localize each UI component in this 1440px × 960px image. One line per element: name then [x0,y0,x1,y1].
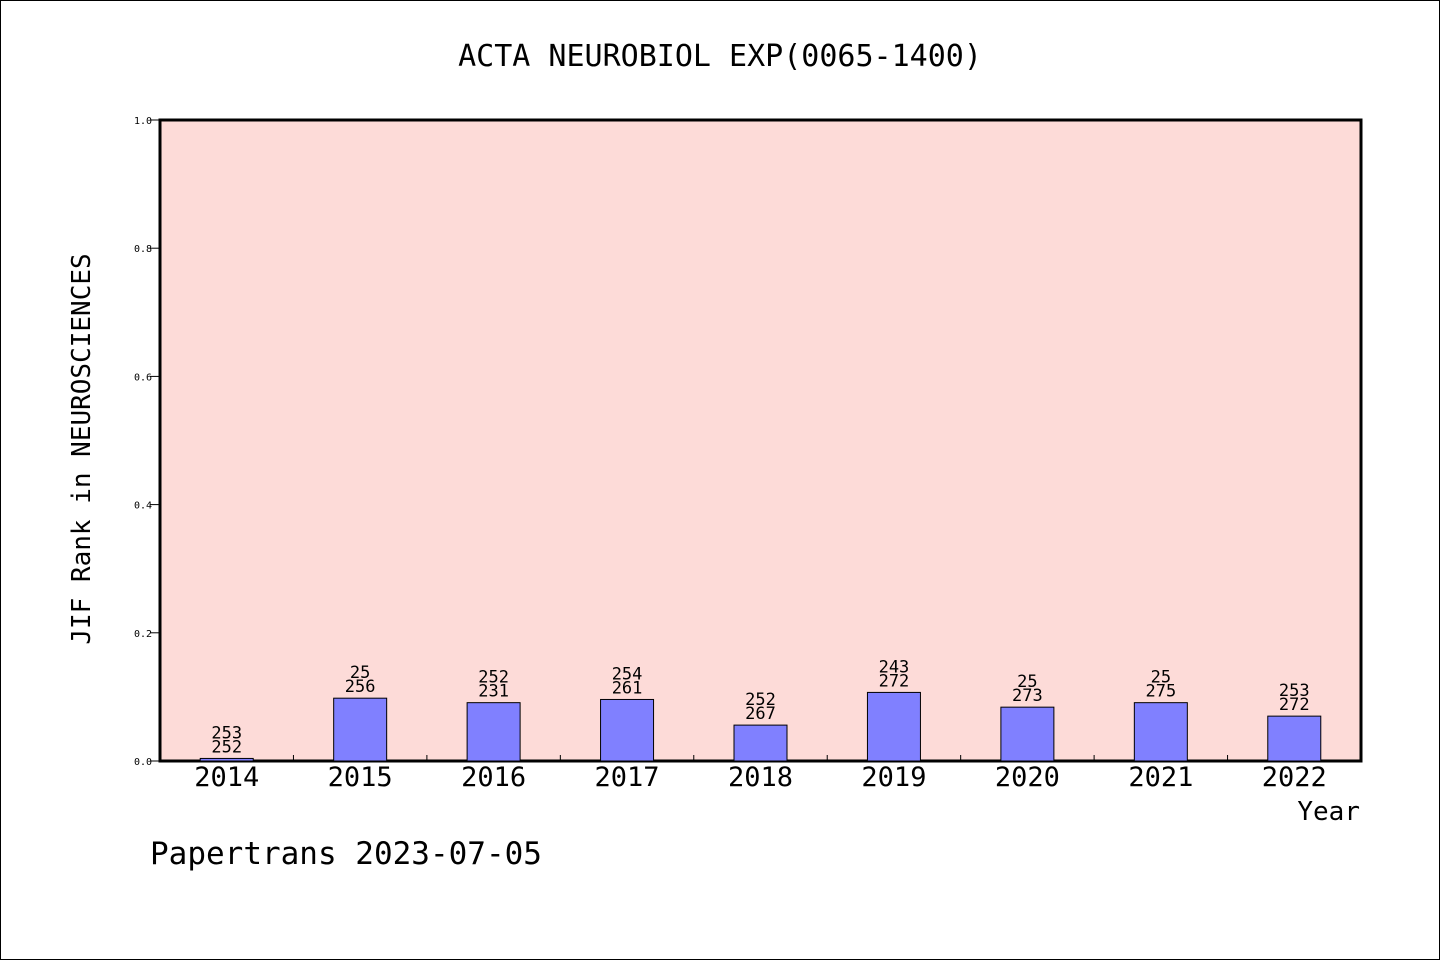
x-tick-label: 2022 [1262,762,1327,793]
y-axis: 0.0 0.2 0.4 0.6 0.8 1.0 [134,116,160,768]
x-tick-label: 2021 [1128,762,1193,793]
bar [466,702,521,762]
y-tick-label: 0.8 [134,244,152,255]
y-tick-label: 0.0 [134,757,152,768]
x-tick-label: 2016 [461,762,526,793]
x-axis: 2014 2015 2016 2017 2018 2019 2020 2021 2022 [194,755,1327,793]
y-tick-label: 0.6 [134,372,152,383]
bar-total-label: 272 [879,671,910,691]
bar-total-label: 267 [745,704,776,724]
bar [1133,702,1188,762]
y-axis-label: JIF Rank in NEUROSCIENCES [67,253,97,644]
y-tick-label: 0.2 [134,629,152,640]
x-axis-label: Year [1297,797,1360,827]
x-tick-label: 2019 [861,762,926,793]
bar [199,757,254,762]
bar-rank-label: 243 [879,657,910,677]
bar-total-label: 252 [211,737,242,757]
bar-rank-label: 25 [350,663,370,683]
x-tick-label: 2014 [194,762,259,793]
bar-total-label: 256 [345,677,376,697]
bar-total-label: 272 [1279,695,1310,715]
bar-total-label: 231 [478,682,509,702]
bar-rank-label: 252 [745,690,776,710]
bar-total-label: 261 [612,678,643,698]
bar-total-label: 273 [1012,686,1043,706]
x-tick-label: 2015 [328,762,393,793]
bar [1267,715,1322,762]
bar [333,697,388,762]
plot-area [158,118,1363,763]
chart-title: ACTA NEUROBIOL EXP(0065-1400) [458,39,982,74]
bar-rank-label: 253 [211,723,242,743]
bar [866,691,921,762]
bar-rank-label: 254 [612,664,643,684]
bar [733,724,788,762]
bar-rank-label: 253 [1279,681,1310,701]
x-tick-label: 2017 [595,762,660,793]
bar-rank-label: 25 [1151,668,1171,688]
bar-total-label: 275 [1145,682,1176,702]
bar-rank-label: 25 [1017,672,1037,692]
x-tick-label: 2018 [728,762,793,793]
bar [1000,706,1055,762]
y-tick-label: 1.0 [134,116,152,127]
bar [600,698,655,762]
y-tick-label: 0.4 [134,501,152,512]
bar-rank-label: 252 [478,668,509,688]
footer-credit: Papertrans 2023-07-05 [150,836,542,872]
x-tick-label: 2020 [995,762,1060,793]
